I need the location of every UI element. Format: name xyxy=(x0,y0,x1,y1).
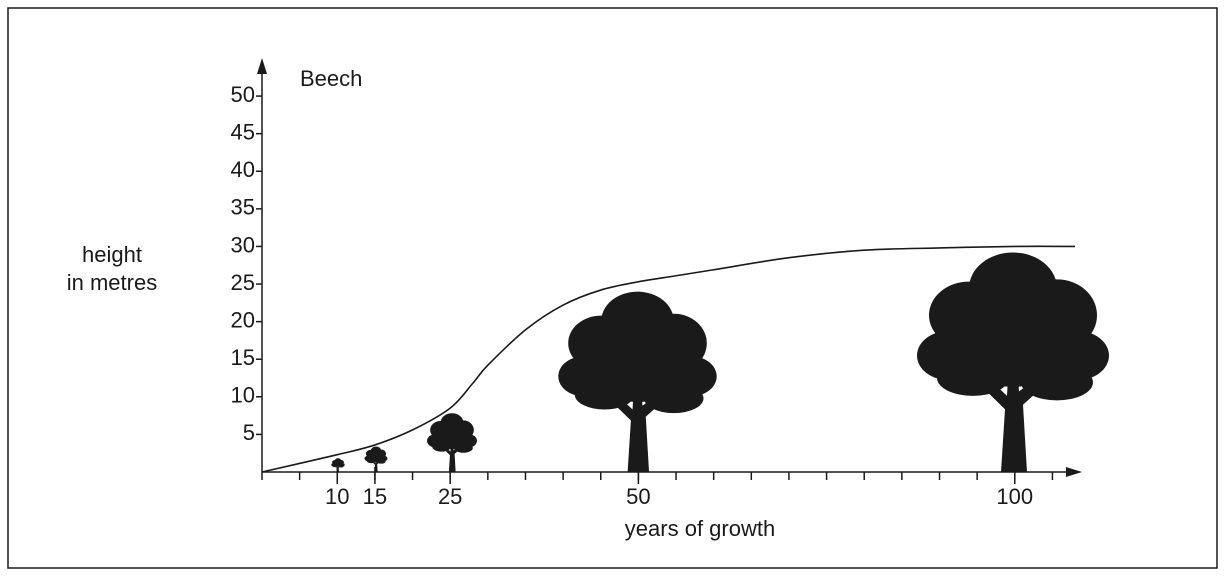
y-axis-arrow xyxy=(257,58,267,74)
y-axis-label: height xyxy=(82,242,142,267)
y-tick-label: 15 xyxy=(231,345,255,370)
y-tick-label: 30 xyxy=(231,232,255,257)
y-tick-label: 10 xyxy=(231,383,255,408)
y-tick-label: 20 xyxy=(231,307,255,332)
x-tick-label: 25 xyxy=(438,484,462,509)
x-tick-label: 100 xyxy=(996,484,1033,509)
chart-title: Beech xyxy=(300,66,362,91)
y-tick-label: 50 xyxy=(231,82,255,107)
x-tick-label: 15 xyxy=(363,484,387,509)
y-tick-label: 35 xyxy=(231,195,255,220)
x-tick-label: 50 xyxy=(626,484,650,509)
x-axis-arrow xyxy=(1066,467,1082,477)
y-tick-label: 5 xyxy=(243,420,255,445)
chart: Beech height in metres years of growth 5… xyxy=(0,0,1225,576)
x-axis-label: years of growth xyxy=(625,516,775,541)
y-tick-label: 40 xyxy=(231,157,255,182)
x-tick-label: 10 xyxy=(325,484,349,509)
y-axis-label: in metres xyxy=(67,270,157,295)
tree-illustrations xyxy=(331,252,1109,472)
y-tick-label: 45 xyxy=(231,119,255,144)
y-tick-label: 25 xyxy=(231,270,255,295)
